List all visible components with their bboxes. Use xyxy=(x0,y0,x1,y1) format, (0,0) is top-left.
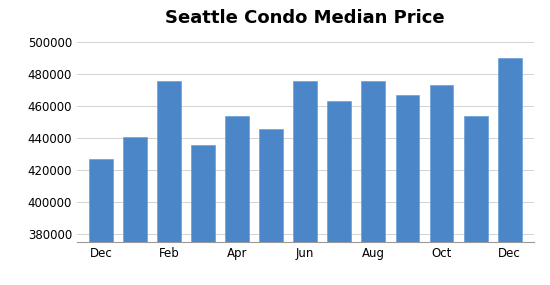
Bar xyxy=(123,137,147,285)
Bar xyxy=(498,58,521,285)
Bar xyxy=(191,144,215,285)
Bar xyxy=(293,81,317,285)
Title: Seattle Condo Median Price: Seattle Condo Median Price xyxy=(166,9,445,27)
Bar xyxy=(464,116,487,285)
Bar xyxy=(225,116,249,285)
Bar xyxy=(157,81,181,285)
Bar xyxy=(361,81,386,285)
Bar xyxy=(327,101,351,285)
Bar xyxy=(430,86,453,285)
Bar xyxy=(395,95,420,285)
Bar xyxy=(259,129,283,285)
Bar xyxy=(89,159,113,285)
